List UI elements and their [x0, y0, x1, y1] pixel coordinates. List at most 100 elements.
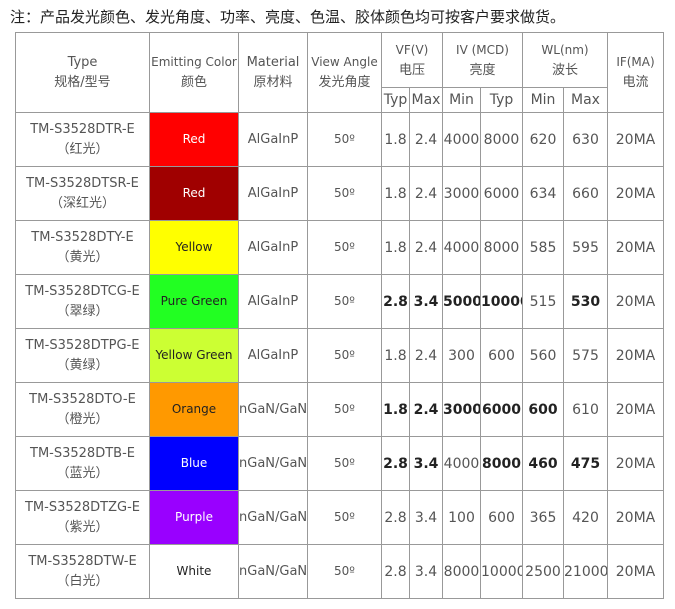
value: 365 — [529, 509, 557, 526]
subheader-cell: Min — [522, 87, 564, 113]
value: 20MA — [615, 239, 656, 256]
color-cell: Red — [149, 112, 239, 167]
value: 2500 — [525, 563, 561, 580]
model-cn: （蓝光） — [56, 465, 109, 481]
angle: 50º — [334, 510, 355, 524]
header-cell: IF(MA) 电流 — [607, 32, 664, 113]
value: 3.4 — [414, 563, 438, 580]
value-cell: 5000 — [442, 274, 481, 329]
material-cell: nGaN/GaN — [238, 490, 308, 545]
value: 20MA — [615, 185, 656, 202]
value-cell: 2.8 — [381, 544, 410, 599]
value: 2.8 — [383, 455, 408, 472]
value: 4000 — [443, 131, 480, 148]
value: 475 — [570, 455, 601, 472]
angle: 50º — [334, 564, 355, 578]
value-cell: 20MA — [607, 544, 664, 599]
spec-table: Type 规格/型号 Emitting Color 颜色 Material 原材料 View… — [15, 32, 664, 599]
value: 600 — [528, 401, 558, 418]
value-cell: 2500 — [522, 544, 564, 599]
header-label: Type — [67, 54, 98, 70]
header-cell: Type 规格/型号 — [15, 32, 150, 113]
value: 10000 — [481, 293, 522, 310]
value-cell: 2.8 — [381, 490, 410, 545]
value-cell: 3.4 — [409, 436, 443, 491]
value: 100 — [448, 509, 475, 526]
color-cell: Yellow — [149, 220, 239, 275]
color-name: Orange — [171, 402, 217, 416]
value: 10000 — [481, 563, 523, 580]
value: 2.4 — [414, 131, 438, 148]
value-cell: 575 — [563, 328, 608, 383]
value: 634 — [529, 185, 557, 202]
type-cell: TM-S3528DTSR-E （深红光） — [15, 166, 150, 221]
value-cell: 2.4 — [409, 328, 443, 383]
value: 2.4 — [413, 401, 439, 418]
value: 2.8 — [384, 563, 407, 580]
color-name: Purple — [175, 510, 213, 524]
value: 2.8 — [383, 293, 408, 310]
subheader-label: Typ — [489, 92, 514, 108]
value: 6000 — [483, 185, 520, 202]
value-cell: 475 — [563, 436, 608, 491]
value: 8000 — [482, 455, 521, 472]
material: AlGaInP — [247, 185, 299, 201]
value: 2.8 — [384, 509, 407, 526]
type-cell: TM-S3528DTY-E （黄光） — [15, 220, 150, 275]
color-cell: Blue — [149, 436, 239, 491]
value-cell: 20MA — [607, 382, 664, 437]
type-cell: TM-S3528DTR-E （红光） — [15, 112, 150, 167]
subheader-label: Min — [449, 92, 474, 108]
angle-cell: 50º — [307, 112, 382, 167]
data-row: TM-S3528DTW-E （白光） White nGaN/GaN 50º 2.8 3.4 8… — [15, 544, 664, 599]
value-cell: 1.8 — [381, 112, 410, 167]
value-cell: 2.8 — [381, 436, 410, 491]
value-cell: 21000 — [563, 544, 608, 599]
material: nGaN/GaN — [239, 401, 308, 417]
value: 3.4 — [413, 455, 439, 472]
data-row: TM-S3528DTSR-E （深红光） Red AlGaInP 50º 1.8 2.4 30… — [15, 166, 664, 221]
angle-cell: 50º — [307, 382, 382, 437]
header-label-cn: 电流 — [622, 75, 649, 90]
header-label-cn: 波长 — [551, 62, 578, 78]
value-cell: 1.8 — [381, 382, 410, 437]
header-label: WL(nm) — [541, 42, 589, 57]
type-cell: TM-S3528DTCG-E （翠绿） — [15, 274, 150, 329]
value-cell: 600 — [480, 490, 523, 545]
angle-cell: 50º — [307, 490, 382, 545]
value-cell: 2.4 — [409, 166, 443, 221]
data-row: TM-S3528DTZG-E （紫光） Purple nGaN/GaN 50º 2.8 3.… — [15, 490, 664, 545]
angle-cell: 50º — [307, 436, 382, 491]
value-cell: 8000 — [480, 112, 523, 167]
value: 1.8 — [384, 185, 407, 202]
color-cell: Red — [149, 166, 239, 221]
type-cell: TM-S3528DTW-E （白光） — [15, 544, 150, 599]
value: 585 — [529, 239, 557, 256]
value-cell: 2.8 — [381, 274, 410, 329]
value: 3000 — [443, 185, 480, 202]
value-cell: 20MA — [607, 220, 664, 275]
value-cell: 100 — [442, 490, 481, 545]
color-name: Red — [182, 186, 206, 200]
color-name: Blue — [180, 456, 208, 470]
value-cell: 4000 — [442, 220, 481, 275]
value: 2.4 — [414, 185, 438, 202]
header-label: IF(MA) — [616, 55, 655, 69]
material-cell: AlGaInP — [238, 166, 308, 221]
color-name: Red — [182, 132, 206, 146]
header-label: VF(V) — [395, 42, 429, 57]
material: nGaN/GaN — [239, 509, 308, 525]
value: 3.4 — [414, 509, 438, 526]
value: 660 — [572, 185, 599, 202]
model: TM-S3528DTR-E — [30, 121, 135, 137]
value: 1.8 — [384, 131, 407, 148]
subheader-label: Typ — [383, 92, 408, 108]
subheader-cell: Max — [409, 87, 443, 113]
value-cell: 3000 — [442, 166, 481, 221]
value-cell: 4000 — [442, 112, 481, 167]
material: AlGaInP — [247, 293, 299, 309]
model-cn: （红光） — [56, 141, 109, 157]
value-cell: 3.4 — [409, 490, 443, 545]
model: TM-S3528DTB-E — [30, 445, 135, 461]
value-cell: 10000 — [480, 544, 523, 599]
